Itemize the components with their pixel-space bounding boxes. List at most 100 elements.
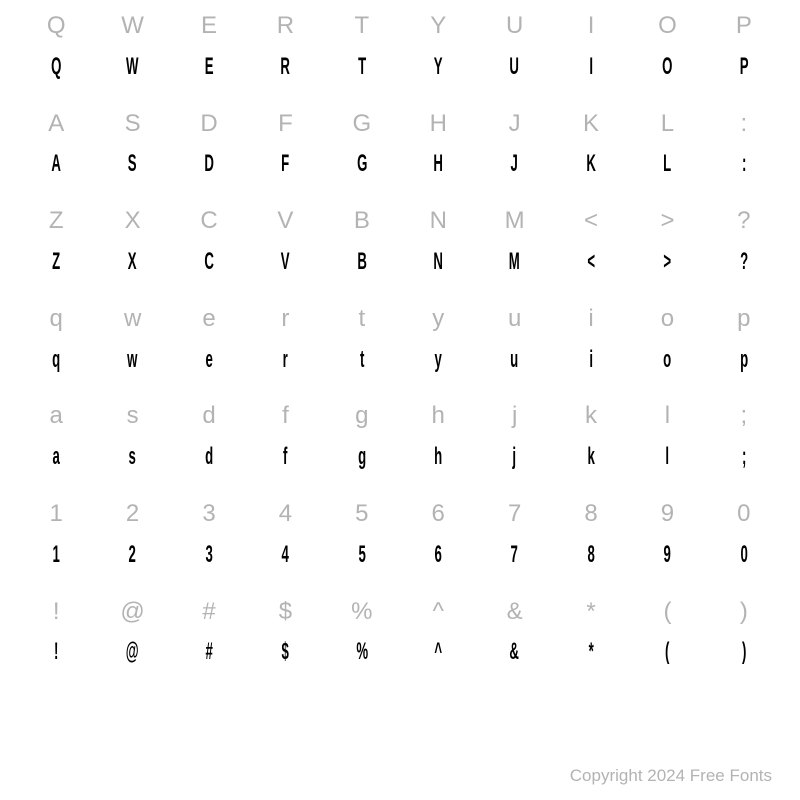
reference-glyph: M (476, 207, 552, 236)
reference-glyph: : (706, 110, 782, 139)
sample-glyph: 1 (35, 541, 77, 570)
reference-glyph: O (629, 12, 705, 41)
row-pair: 12345678901234567890 (18, 500, 782, 570)
sample-glyph: ) (723, 638, 765, 667)
reference-glyph: i (553, 305, 629, 334)
sample-glyph: 8 (570, 541, 612, 570)
row-pair: asdfghjkl;asdfghjkl; (18, 402, 782, 472)
sample-glyph: C (188, 248, 230, 277)
reference-glyph: g (324, 402, 400, 431)
sample-glyph: s (112, 443, 154, 472)
sample-glyph: 6 (417, 541, 459, 570)
sample-glyph: : (723, 150, 765, 179)
reference-row: !@#$%^&*() (18, 598, 782, 639)
sample-glyph: p (723, 346, 765, 375)
sample-glyph: g (341, 443, 383, 472)
reference-glyph: 6 (400, 500, 476, 529)
sample-glyph: B (341, 248, 383, 277)
reference-glyph: & (476, 598, 552, 627)
reference-row: qwertyuiop (18, 305, 782, 346)
sample-glyph: j (494, 443, 536, 472)
row-pair: qwertyuiopqwertyuiop (18, 305, 782, 375)
reference-glyph: * (553, 598, 629, 627)
reference-glyph: A (18, 110, 94, 139)
reference-glyph: 4 (247, 500, 323, 529)
reference-row: ASDFGHJKL: (18, 110, 782, 151)
sample-glyph: 3 (188, 541, 230, 570)
sample-glyph: Z (35, 248, 77, 277)
sample-glyph: % (341, 638, 383, 667)
reference-glyph: R (247, 12, 323, 41)
reference-glyph: 3 (171, 500, 247, 529)
sample-glyph: V (264, 248, 306, 277)
sample-glyph: D (188, 150, 230, 179)
sample-glyph: i (570, 346, 612, 375)
sample-glyph: U (494, 53, 536, 82)
sample-glyph: K (570, 150, 612, 179)
sample-row: qwertyuiop (18, 346, 782, 375)
reference-glyph: X (94, 207, 170, 236)
reference-glyph: d (171, 402, 247, 431)
sample-glyph: A (35, 150, 77, 179)
reference-glyph: ; (706, 402, 782, 431)
reference-glyph: e (171, 305, 247, 334)
reference-glyph: l (629, 402, 705, 431)
reference-glyph: ? (706, 207, 782, 236)
reference-glyph: 2 (94, 500, 170, 529)
sample-glyph: $ (264, 638, 306, 667)
reference-row: asdfghjkl; (18, 402, 782, 443)
reference-glyph: f (247, 402, 323, 431)
sample-glyph: ; (723, 443, 765, 472)
reference-glyph: ^ (400, 598, 476, 627)
sample-glyph: W (112, 53, 154, 82)
reference-glyph: s (94, 402, 170, 431)
sample-row: asdfghjkl; (18, 443, 782, 472)
sample-glyph: q (35, 346, 77, 375)
sample-glyph: 0 (723, 541, 765, 570)
sample-glyph: ^ (417, 638, 459, 667)
reference-glyph: J (476, 110, 552, 139)
row-pair: !@#$%^&*()!@#$%^&*() (18, 598, 782, 668)
reference-glyph: 1 (18, 500, 94, 529)
sample-glyph: G (341, 150, 383, 179)
reference-glyph: p (706, 305, 782, 334)
sample-glyph: F (264, 150, 306, 179)
reference-row: QWERTYUIOP (18, 12, 782, 53)
sample-glyph: t (341, 346, 383, 375)
reference-glyph: Z (18, 207, 94, 236)
sample-glyph: O (646, 53, 688, 82)
sample-glyph: w (112, 346, 154, 375)
sample-glyph: H (417, 150, 459, 179)
reference-glyph: q (18, 305, 94, 334)
reference-glyph: > (629, 207, 705, 236)
sample-glyph: P (723, 53, 765, 82)
sample-glyph: & (494, 638, 536, 667)
reference-glyph: w (94, 305, 170, 334)
sample-glyph: > (646, 248, 688, 277)
reference-glyph: U (476, 12, 552, 41)
sample-glyph: 7 (494, 541, 536, 570)
reference-glyph: F (247, 110, 323, 139)
sample-glyph: d (188, 443, 230, 472)
reference-glyph: H (400, 110, 476, 139)
reference-glyph: E (171, 12, 247, 41)
reference-glyph: S (94, 110, 170, 139)
reference-glyph: I (553, 12, 629, 41)
sample-glyph: u (494, 346, 536, 375)
reference-glyph: 8 (553, 500, 629, 529)
sample-glyph: @ (112, 638, 154, 667)
reference-glyph: u (476, 305, 552, 334)
sample-row: ZXCVBNM<>? (18, 248, 782, 277)
reference-glyph: 7 (476, 500, 552, 529)
reference-glyph: 9 (629, 500, 705, 529)
reference-glyph: C (171, 207, 247, 236)
sample-row: QWERTYUIOP (18, 53, 782, 82)
reference-glyph: W (94, 12, 170, 41)
sample-glyph: X (112, 248, 154, 277)
reference-row: ZXCVBNM<>? (18, 207, 782, 248)
sample-glyph: # (188, 638, 230, 667)
reference-glyph: 0 (706, 500, 782, 529)
reference-glyph: P (706, 12, 782, 41)
character-map-grid: QWERTYUIOPQWERTYUIOPASDFGHJKL:ASDFGHJKL:… (18, 12, 782, 695)
sample-glyph: o (646, 346, 688, 375)
